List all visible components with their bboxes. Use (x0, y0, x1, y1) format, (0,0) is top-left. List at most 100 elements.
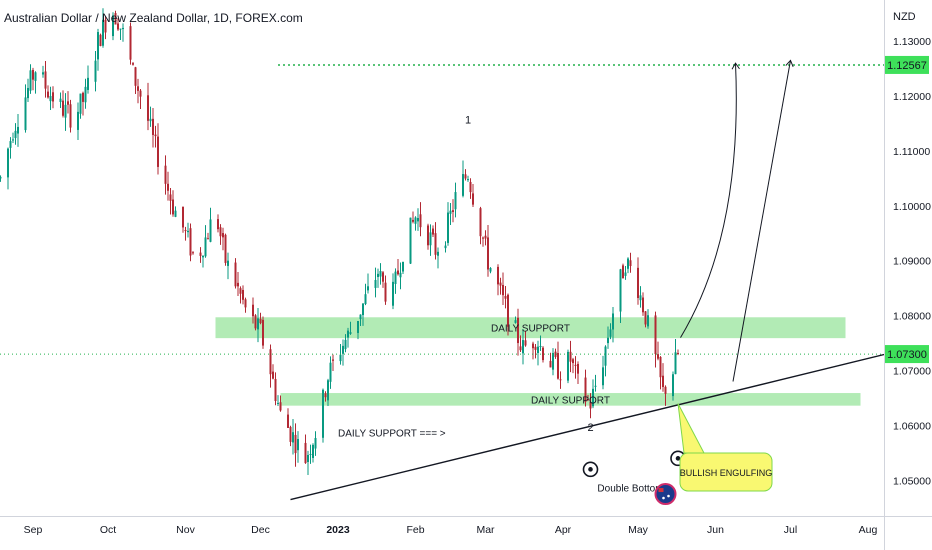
candle-body (157, 136, 159, 167)
candle-body (77, 111, 79, 130)
flag-icon (654, 483, 677, 506)
candle-body (417, 217, 419, 222)
candle-body (339, 354, 342, 362)
candle-body (659, 356, 662, 378)
candle-body (642, 297, 644, 313)
candle-body (44, 71, 47, 89)
candle-body (312, 444, 314, 459)
candle-body (104, 19, 107, 33)
candle-body (27, 87, 29, 99)
candle-body (234, 262, 237, 287)
time-tick-label: Aug (859, 524, 878, 536)
price-tick-label: 1.12000 (893, 91, 931, 103)
annotations: DAILY SUPPORT DAILY SUPPORT 1 2 DAILY SUPPOR… (338, 115, 773, 506)
candle-body (572, 359, 574, 364)
candle-body (134, 67, 137, 86)
candle-body (224, 234, 227, 263)
candle-body (84, 86, 87, 103)
candle-body (514, 320, 517, 323)
candle-body (62, 100, 64, 116)
candle-body (252, 304, 254, 317)
candle-body (9, 141, 12, 148)
candle-body (532, 343, 534, 349)
candle-body (524, 340, 527, 346)
candle-body (449, 210, 452, 214)
candle-body (479, 208, 482, 237)
candle-body (209, 219, 212, 242)
candle-body (384, 282, 387, 302)
candle-body (654, 315, 657, 354)
candle-body (594, 385, 597, 387)
candle-body (647, 315, 649, 327)
candle-body (254, 315, 257, 329)
time-tick-label: May (628, 524, 649, 536)
candle-body (454, 192, 457, 210)
candle-body (342, 345, 344, 354)
candle-body (277, 402, 279, 404)
candle-body (554, 351, 557, 357)
candle-body (7, 148, 9, 178)
candle-body (29, 70, 32, 91)
candle-body (187, 230, 189, 233)
candle-body (309, 453, 312, 455)
candle-body (207, 238, 209, 240)
candle-body (574, 364, 577, 366)
candle-body (559, 379, 562, 381)
chart-title: Australian Dollar / New Zealand Dollar, … (4, 11, 303, 25)
candle-body (119, 28, 122, 30)
candle-body (447, 212, 449, 243)
candle-body (592, 388, 594, 407)
candle-body (469, 181, 472, 193)
candle-body (169, 194, 172, 201)
trendline (290, 352, 891, 501)
candle-body (269, 349, 272, 375)
callout-pointer (677, 403, 705, 454)
candle-body (347, 330, 349, 338)
flag-icon-star (667, 494, 670, 498)
candle-body (374, 280, 377, 288)
candle-body (34, 72, 37, 81)
candle-body (237, 282, 239, 287)
time-tick-label: Jul (784, 524, 797, 536)
candle-body (59, 98, 62, 102)
candle-body (47, 91, 49, 98)
candle-body (274, 378, 277, 401)
candle-body (327, 380, 329, 401)
candle-body (567, 351, 569, 381)
candles (0, 8, 679, 476)
candle-body (272, 371, 274, 379)
projection-arrowhead-2 (785, 59, 794, 68)
price-tick-label: 1.05000 (893, 475, 931, 487)
candle-body (99, 34, 102, 47)
drawings (0, 59, 891, 501)
candle-body (164, 165, 167, 184)
candle-body (609, 329, 612, 337)
projection-arrow-2 (732, 60, 791, 382)
candle-body (297, 438, 299, 451)
candle-body (504, 295, 507, 299)
candle-body (397, 270, 399, 275)
candle-body (392, 281, 394, 306)
candle-body (0, 176, 2, 179)
candle-body (672, 374, 674, 397)
candle-body (12, 139, 14, 141)
candle-body (409, 217, 412, 264)
candle-body (67, 101, 69, 105)
candle-body (222, 233, 224, 238)
price-tick-label: 1.13000 (893, 36, 931, 48)
candle-body (357, 320, 359, 334)
candle-body (482, 237, 484, 239)
currency-label: NZD (893, 11, 916, 23)
candle-body (539, 345, 542, 347)
candle-body (522, 340, 524, 354)
candle-body (402, 261, 404, 272)
candle-body (637, 267, 639, 299)
candle-body (677, 352, 679, 354)
candle-body (147, 95, 149, 121)
current-price-label: 1.07300 (887, 349, 927, 361)
candle-body (657, 354, 659, 359)
candle-body (349, 332, 352, 334)
candle-body (602, 367, 604, 386)
